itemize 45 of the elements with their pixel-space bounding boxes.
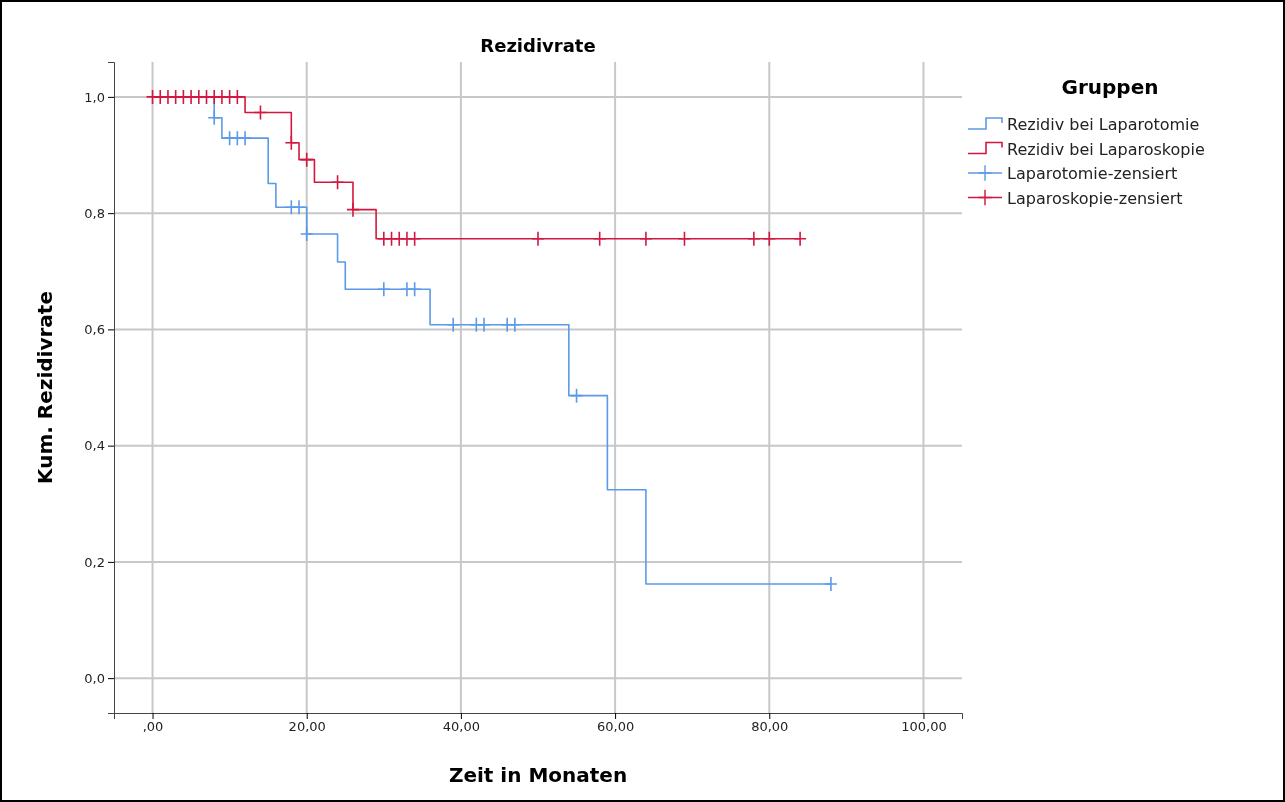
point: [330, 174, 345, 191]
y-axis-title: Kum. Rezidivrate: [33, 291, 57, 484]
y-tick-label: 1,0: [84, 89, 105, 105]
point: [677, 230, 692, 247]
point: [284, 134, 299, 151]
point: [569, 387, 584, 404]
y-tick-label: 0,2: [84, 554, 105, 570]
point: [446, 316, 460, 333]
y-tick-label: 0,0: [84, 670, 105, 686]
point: [253, 104, 268, 121]
point: [477, 316, 491, 333]
point: [299, 151, 314, 168]
point: [230, 89, 245, 105]
point: [292, 199, 306, 216]
x-tick-label: 100,00: [901, 719, 947, 735]
legend-label: Rezidiv bei Laparotomie: [1007, 115, 1200, 134]
x-tick-label: ,00: [142, 719, 164, 735]
point: [377, 281, 391, 298]
legend-title: Gruppen: [1061, 75, 1159, 99]
point: [824, 576, 838, 592]
x-tick-label: 60,00: [596, 719, 635, 735]
point: [793, 230, 807, 247]
point: [508, 316, 522, 333]
x-tick-label: 80,00: [751, 719, 789, 735]
legend-label: Laparotomie-zensiert: [1007, 164, 1178, 183]
point: [531, 230, 545, 247]
point: [639, 230, 653, 247]
point: [238, 130, 252, 146]
legend-label: Rezidiv bei Laparoskopie: [1007, 139, 1205, 159]
y-tick-label: 0,8: [84, 205, 105, 221]
legend-label: Laparoskopie-zensiert: [1007, 188, 1183, 208]
point: [346, 201, 360, 218]
point: [747, 230, 761, 247]
point: [762, 230, 777, 247]
x-axis-title: Zeit in Monaten: [448, 763, 628, 787]
point: [407, 281, 422, 298]
point: [592, 230, 607, 247]
y-tick-label: 0,6: [84, 322, 105, 338]
chart-title: Rezidivrate: [480, 35, 596, 56]
point: [407, 230, 422, 247]
point: [207, 110, 222, 126]
point: [299, 226, 314, 242]
y-tick-label: 0,4: [84, 438, 105, 454]
x-tick-label: 40,00: [442, 719, 481, 735]
x-tick-label: 20,00: [288, 719, 326, 735]
